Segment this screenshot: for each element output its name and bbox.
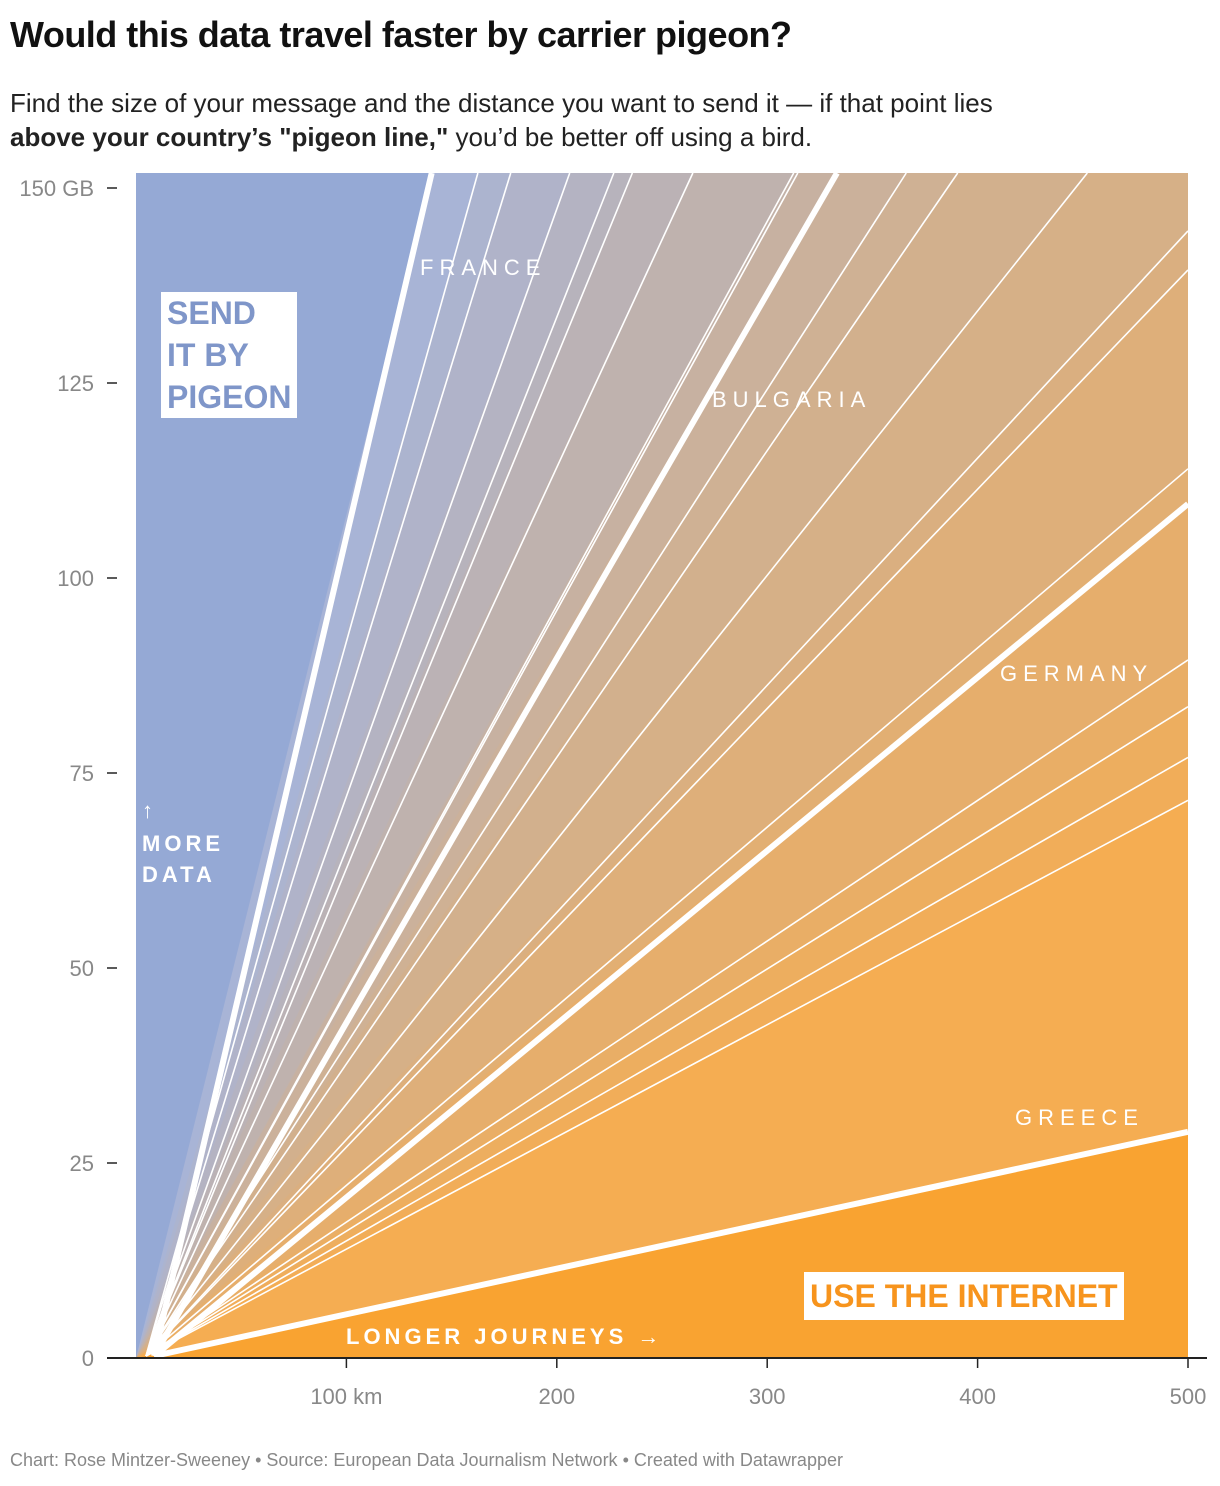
pigeon-line-germany [152, 501, 1190, 1359]
pigeon-line [145, 269, 1189, 1357]
subtitle-bold: above your country’s "pigeon line," [10, 122, 449, 152]
pigeon-line [145, 172, 959, 1357]
y-tick-label: 150 GB [19, 176, 94, 201]
y-tick-label: 0 [82, 1346, 94, 1371]
pigeon-line-3: PIGEON [167, 379, 292, 415]
bulgaria-label: BULGARIA [712, 387, 871, 412]
chart-subtitle: Find the size of your message and the di… [10, 86, 993, 154]
pigeon-line [145, 172, 615, 1357]
pigeon-line-1: SEND [167, 295, 256, 331]
pigeon-line [145, 230, 1189, 1357]
x-tick-label: 100 km [310, 1384, 382, 1409]
pigeon-line [145, 172, 512, 1357]
x-tick-label: 200 [538, 1384, 575, 1409]
y-tick-label: 125 [57, 371, 94, 396]
pigeon-line [145, 172, 799, 1357]
y-tick-label: 25 [70, 1151, 94, 1176]
pigeon-line [145, 172, 694, 1357]
pigeon-line [145, 756, 1189, 1357]
pigeon-line [145, 468, 1189, 1357]
pigeon-line [145, 172, 571, 1357]
up-arrow-icon: ↑ [142, 798, 157, 823]
pigeon-line [145, 706, 1189, 1357]
pigeon-line-greece [153, 1128, 1189, 1359]
pigeon-line-bulgaria [151, 171, 840, 1358]
x-tick-label: 400 [959, 1384, 996, 1409]
more-data-label-2: DATA [142, 862, 216, 887]
pigeon-line [145, 172, 907, 1357]
more-data-label: MORE [142, 831, 224, 856]
france-label: FRANCE [420, 255, 546, 280]
greece-label: GREECE [1015, 1105, 1144, 1130]
send-by-pigeon-label: SEND IT BY PIGEON [161, 292, 298, 418]
pigeon-line [145, 172, 479, 1357]
pigeon-line-2: IT BY [167, 337, 249, 373]
pigeon-line [145, 172, 1088, 1357]
x-tick-label: 500 [1170, 1384, 1207, 1409]
use-internet-label: USE THE INTERNET [804, 1272, 1124, 1320]
subtitle-text: Find the size of your message and the di… [10, 88, 993, 118]
chart-title: Would this data travel faster by carrier… [10, 14, 792, 55]
pigeon-line [145, 659, 1189, 1357]
y-tick-label: 100 [57, 566, 94, 591]
pigeon-line [145, 172, 634, 1357]
germany-label: GERMANY [1000, 661, 1153, 686]
pigeon-line-france [151, 172, 435, 1357]
x-tick-label: 300 [749, 1384, 786, 1409]
pigeon-line [145, 799, 1189, 1357]
y-tick-label: 75 [70, 761, 94, 786]
longer-journeys-label: LONGER JOURNEYS → [346, 1324, 663, 1349]
y-tick-label: 50 [70, 956, 94, 981]
subtitle-end: you’d be better off using a bird. [448, 122, 813, 152]
footer-credits: Chart: Rose Mintzer-Sweeney • Source: Eu… [10, 1450, 843, 1470]
